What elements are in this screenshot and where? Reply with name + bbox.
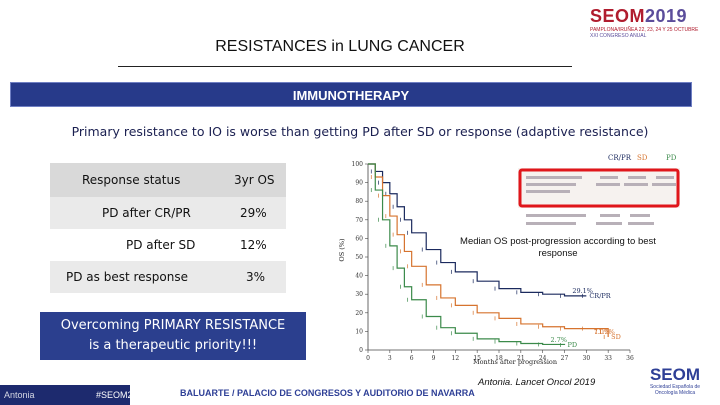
footer-hashtag: #SEOM2019: [96, 390, 148, 400]
priority-callout: Overcoming PRIMARY RESISTANCE is a thera…: [40, 312, 306, 360]
logo-year: 2019: [645, 6, 688, 26]
x-tick-label: 18: [495, 355, 503, 362]
y-tick-label: 90: [355, 180, 363, 187]
logo-subtitle: PAMPLONA/IRUÑEA 22, 23, 24 Y 25 OCTUBRE: [590, 27, 699, 33]
table-row-os: 29%: [214, 197, 286, 229]
table-row-status: PD after SD: [50, 229, 214, 261]
inset-blurred-rows: [526, 176, 676, 225]
callout-line-2: is a therapeutic priority!!!: [88, 338, 258, 353]
x-tick-label: 12: [452, 355, 460, 362]
title-underline: [118, 66, 572, 67]
seom-footer-logo: SEOM Sociedad Española de Oncología Médi…: [640, 365, 710, 397]
footer-logo-wordmark: SEOM: [649, 365, 701, 384]
inset-blur-line: [596, 222, 622, 225]
y-tick-label: 100: [352, 161, 364, 168]
x-tick-label: 9: [432, 355, 436, 362]
x-tick-label: 21: [517, 355, 525, 362]
y-tick-label: 20: [355, 310, 363, 317]
callout-line-1: Overcoming PRIMARY RESISTANCE: [60, 318, 286, 333]
inset-table: CR/PR SD PD: [518, 154, 680, 225]
x-tick-label: 27: [561, 355, 569, 362]
immunotherapy-banner: IMMUNOTHERAPY: [10, 82, 692, 107]
series-line-sd: [368, 163, 609, 337]
citation: Antonia. Lancet Oncol 2019: [478, 377, 596, 388]
x-tick-label: 0: [366, 355, 370, 362]
inset-header-pd: PD: [666, 154, 677, 162]
inset-blur-line: [630, 214, 650, 217]
slide-title: RESISTANCES in LUNG CANCER: [215, 38, 465, 55]
footer-logo-subtitle: Sociedad Española de Oncología Médica: [649, 384, 701, 396]
inset-blur-line: [600, 214, 620, 217]
series-line-cr-pr: [368, 163, 587, 297]
highlight-box: [518, 168, 680, 208]
x-tick-label: 36: [626, 355, 634, 362]
table-row-status: PD as best response: [50, 261, 214, 293]
y-tick-label: 30: [355, 291, 363, 298]
survival-chart: 0 3 6 9 12 15 18 21 24 27 30 33 36010203040506070809…: [338, 154, 680, 366]
inset-blur-line: [628, 222, 654, 225]
chart-ticks: 0 3 6 9 12 15 18 21 24 27 30 33 36010203040506070809…: [352, 161, 634, 362]
table-row-os: 3%: [214, 261, 286, 293]
inset-background: [518, 168, 680, 208]
series-end-label: CR/PR: [589, 292, 611, 300]
footer-bar: [0, 385, 130, 405]
inset-blur-line: [526, 190, 570, 193]
series-annotation: 29.1%: [572, 287, 593, 295]
inset-blur-line: [526, 183, 576, 186]
inset-blur-line: [526, 222, 576, 225]
y-tick-label: 70: [355, 217, 363, 224]
x-tick-label: 6: [410, 355, 414, 362]
inset-blur-line: [628, 176, 646, 179]
table-header-os: 3yr OS: [214, 163, 286, 197]
y-tick-label: 50: [355, 254, 363, 261]
logo-tagline: XXI CONGRESO ANUAL: [590, 33, 647, 39]
inset-header-crpr: CR/PR: [608, 154, 632, 162]
chart-series: 29.1%CR/PR 11.5%SD 2.7%PD 7.0%: [368, 163, 621, 349]
inset-blur-line: [596, 183, 620, 186]
y-tick-label: 40: [355, 273, 363, 280]
series-line-pd: [368, 163, 566, 346]
table-row-os: 12%: [214, 229, 286, 261]
inset-header-sd: SD: [637, 154, 648, 162]
x-axis-label: Months after progression: [473, 358, 557, 366]
x-tick-label: 3: [388, 355, 392, 362]
y-tick-label: 60: [355, 235, 363, 242]
inset-blur-line: [526, 176, 582, 179]
inset-blur-line: [526, 214, 586, 217]
chart-caption: Median OS post-progression according to …: [460, 236, 656, 259]
logo-main: SEOM: [590, 6, 646, 26]
y-tick-label: 80: [355, 198, 363, 205]
y-tick-label: 0: [359, 347, 363, 354]
footer-author: Antonia: [4, 390, 35, 400]
x-tick-label: 15: [473, 355, 481, 362]
table-row-status: PD after CR/PR: [50, 197, 214, 229]
logo-wordmark: SEOM2019: [590, 6, 712, 27]
inset-blur-line: [656, 176, 674, 179]
series-annotation: 7.0%: [594, 328, 611, 336]
footer-venue: BALUARTE / PALACIO DE CONGRESOS Y AUDITO…: [180, 388, 475, 398]
x-tick-label: 24: [539, 355, 547, 362]
x-tick-label: 30: [583, 355, 591, 362]
seom-2019-logo: SEOM2019 PAMPLONA/IRUÑEA 22, 23, 24 Y 25…: [590, 6, 712, 52]
inset-blur-line: [652, 183, 676, 186]
inset-blur-line: [624, 183, 648, 186]
slide-subtitle: Primary resistance to IO is worse than g…: [71, 124, 649, 139]
series-end-label: PD: [568, 341, 578, 349]
y-tick-label: 10: [355, 328, 363, 335]
y-axis-label: OS (%): [338, 238, 346, 262]
inset-blur-line: [600, 176, 618, 179]
series-annotation: 2.7%: [551, 336, 568, 344]
series-annotation: 11.5%: [594, 328, 615, 336]
series-end-label: SD: [611, 333, 621, 341]
x-tick-label: 33: [604, 355, 612, 362]
table-header-status: Response status: [50, 163, 214, 197]
